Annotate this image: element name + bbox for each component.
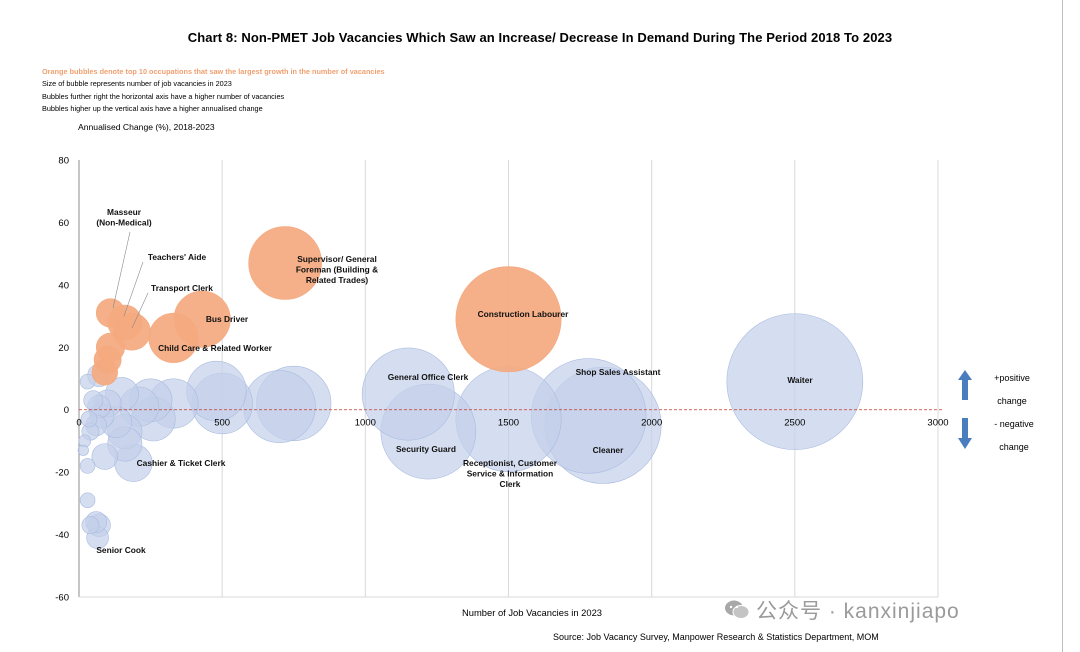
bubble-top-growth [91, 359, 118, 386]
bubble-other [361, 347, 455, 441]
watermark-text: 公众号 · kanxinjiapo [756, 600, 960, 623]
bubble-label: Senior Cook [96, 545, 146, 555]
label-leader-line [112, 231, 131, 309]
bubble-other [80, 410, 98, 428]
bubble-label: Teachers' Aide [148, 252, 207, 262]
y-tick-label: 60 [58, 218, 69, 229]
y-tick-label: 0 [64, 405, 69, 416]
label-leader-line [123, 261, 144, 317]
bubble-other [726, 313, 864, 450]
bubble-label: (Non-Medical) [96, 218, 152, 228]
y-axis-title: Annualised Change (%), 2018-2023 [78, 122, 215, 132]
bubble-label: Foreman (Building & [296, 265, 378, 275]
legend-negative-line2: change [999, 442, 1029, 452]
arrow-up-icon [958, 370, 972, 400]
x-tick-label: 500 [214, 418, 230, 429]
wechat-icon [725, 600, 750, 619]
legend-positive: +positive change [982, 367, 1042, 413]
bubble-other [81, 516, 100, 535]
bubble-label: Supervisor/ General [297, 254, 377, 264]
bubble-label: Cleaner [593, 445, 624, 455]
bubble-label: Bus Driver [206, 314, 249, 324]
bubble-label: Shop Sales Assistant [576, 367, 661, 377]
bubble-top-growth [455, 266, 562, 373]
bubble-label: Waiter [787, 375, 813, 385]
x-axis-title: Number of Job Vacancies in 2023 [462, 607, 603, 618]
bubble-top-growth [95, 298, 126, 328]
bubble-top-growth [248, 226, 322, 300]
legend-positive-line1: +positive [994, 373, 1030, 383]
note-line: Orange bubbles denote top 10 occupations… [42, 67, 385, 76]
legend-negative-line1: - negative [994, 419, 1034, 429]
x-tick-label: 0 [76, 418, 81, 429]
bubble-label: Security Guard [396, 444, 456, 454]
legend-positive-line2: change [997, 396, 1027, 406]
bubble-other [243, 370, 316, 443]
bubble-other [79, 373, 96, 390]
bubble-label: Construction Labourer [478, 309, 569, 319]
bubble-other [77, 444, 89, 456]
arrow-down-icon [958, 418, 972, 449]
bubble-other [79, 492, 96, 508]
bubble-label: Clerk [500, 479, 521, 489]
y-tick-label: -20 [55, 468, 69, 479]
watermark: 公众号 · kanxinjiapo [724, 595, 960, 625]
bubble-label: Service & Information [467, 469, 554, 479]
notes: Orange bubbles denote top 10 occupations… [42, 66, 385, 115]
y-tick-label: 40 [58, 280, 69, 291]
x-tick-label: 2500 [784, 418, 805, 429]
bubble-label: Masseur [107, 207, 142, 217]
bubble-other [91, 443, 118, 470]
bubble-label: Transport Clerk [151, 283, 213, 293]
x-tick-label: 1500 [498, 418, 519, 429]
bubble-other [83, 390, 104, 411]
bubble-top-growth [148, 312, 199, 363]
x-tick-label: 2000 [641, 418, 662, 429]
bubble-label: Child Care & Related Worker [158, 343, 273, 353]
y-tick-label: 20 [58, 343, 69, 354]
legend-negative: - negative change [984, 413, 1044, 459]
note-line: Bubbles further right the horizontal axi… [42, 91, 285, 101]
bubble-label: General Office Clerk [388, 372, 469, 382]
chart-title: Chart 8: Non-PMET Job Vacancies Which Sa… [187, 30, 893, 45]
x-tick-label: 3000 [927, 418, 948, 429]
frame-edge [1062, 0, 1063, 652]
note-line: Bubbles higher up the vertical axis have… [42, 103, 263, 113]
y-tick-label: 80 [58, 156, 69, 167]
source-note: Source: Job Vacancy Survey, Manpower Res… [553, 632, 879, 642]
y-tick-label: -40 [55, 530, 69, 541]
bubble-label: Related Trades) [306, 275, 369, 285]
x-tick-label: 1000 [355, 418, 376, 429]
bubble-other [79, 458, 96, 474]
y-tick-label: -60 [55, 593, 69, 604]
label-leader-line [131, 292, 149, 329]
bubble-label: Receptionist, Customer [463, 458, 558, 468]
bubble-label: Cashier & Ticket Clerk [137, 458, 226, 468]
note-line: Size of bubble represents number of job … [42, 79, 232, 89]
